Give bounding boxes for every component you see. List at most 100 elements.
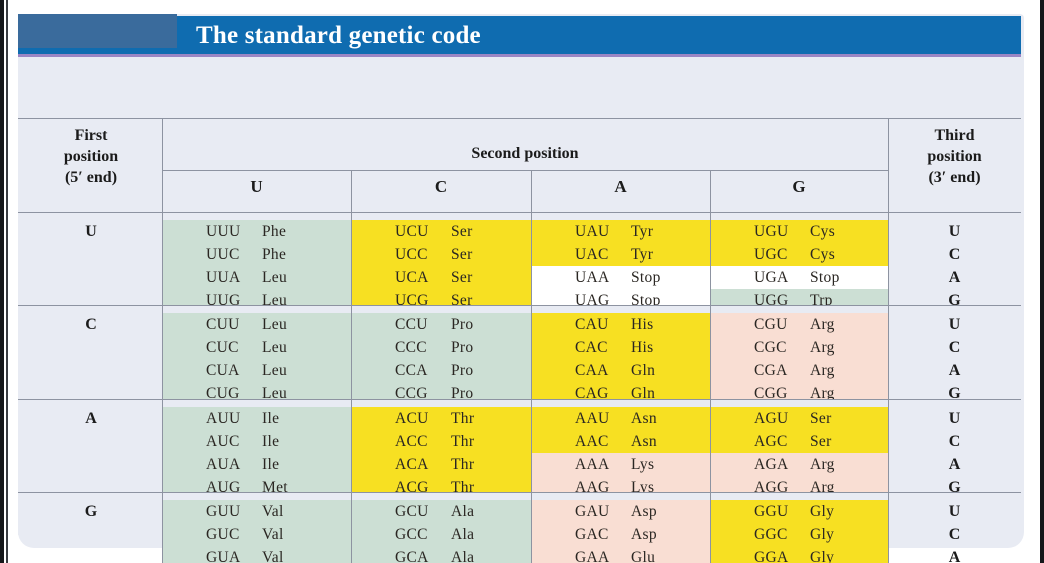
codon-cell-GG: GGUGlyGGCGlyGGAGlyGGGGly	[710, 493, 888, 563]
codon-GGU: GGU	[754, 503, 789, 520]
codon-row-UCA: UCA Ser	[351, 266, 531, 289]
third-position-U-A: A	[948, 269, 961, 286]
codon-row-UGG: UGG Trp	[710, 289, 888, 305]
amino-acid-CGA: Arg	[810, 362, 835, 379]
amino-acid-UCU: Ser	[451, 223, 473, 240]
amino-acid-AGU: Ser	[810, 410, 832, 427]
codon-row-GUC: GUC Val	[162, 523, 351, 546]
third-position-G-C: C	[948, 526, 961, 543]
amino-acid-GUU: Val	[262, 503, 284, 520]
codon-AUG: AUG	[206, 479, 241, 492]
amino-acid-CUC: Leu	[262, 339, 287, 356]
codon-cell-CG: CGU Arg CGC Arg CGA Arg CGG Arg	[710, 306, 888, 399]
codon-GAA: GAA	[575, 549, 610, 563]
amino-acid-GUA: Val	[262, 549, 284, 563]
codon-row-UAG: UAG Stop	[531, 289, 710, 305]
amino-acid-UCA: Ser	[451, 269, 473, 286]
amino-acid-UAG: Stop	[631, 292, 661, 305]
amino-acid-UGU: Cys	[810, 223, 836, 240]
codon-row-CUG: CUG Leu	[162, 382, 351, 399]
codon-GAU: GAU	[575, 503, 610, 520]
codon-GCA: GCA	[395, 549, 429, 563]
codon-UUA: UUA	[206, 269, 241, 286]
codon-row-CUU: CUU Leu	[162, 313, 351, 336]
codon-row-CCU: CCU Pro	[351, 313, 531, 336]
codon-UUU: UUU	[206, 223, 241, 240]
codon-row-GCC: GCC Ala	[351, 523, 531, 546]
scan-edge-right	[1040, 0, 1044, 563]
codon-row-CAG: CAG Gln	[531, 382, 710, 399]
amino-acid-GCA: Ala	[451, 549, 475, 563]
codon-CUC: CUC	[206, 339, 239, 356]
rule-base-row-bottom	[18, 212, 1021, 213]
vline-base-2	[531, 170, 532, 213]
codon-AAU: AAU	[575, 410, 610, 427]
header-third-position: Third position (3′ end)	[888, 125, 1021, 188]
codon-row-AGG: AGG Arg	[710, 476, 888, 492]
codon-CAC: CAC	[575, 339, 608, 356]
codon-UUG: UUG	[206, 292, 241, 305]
title-banner	[18, 16, 1021, 54]
codon-row-CCG: CCG Pro	[351, 382, 531, 399]
codon-row-UCC: UCC Ser	[351, 243, 531, 266]
amino-acid-CUU: Leu	[262, 316, 287, 333]
codon-row-UUA: UUA Leu	[162, 266, 351, 289]
codon-row-UGA: UGA Stop	[710, 266, 888, 289]
first-position-U: U	[85, 223, 97, 240]
amino-acid-AAC: Asn	[631, 433, 657, 450]
codon-CGG: CGG	[754, 385, 788, 399]
codon-UCG: UCG	[395, 292, 429, 305]
amino-acid-CAU: His	[631, 316, 654, 333]
amino-acid-UAC: Tyr	[631, 246, 654, 263]
codon-row-CGG: CGG Arg	[710, 382, 888, 399]
codon-row-AUU: AUU Ile	[162, 407, 351, 430]
codon-CAG: CAG	[575, 385, 609, 399]
codon-GUA: GUA	[206, 549, 241, 563]
vline-base-3	[710, 170, 711, 213]
amino-acid-CUA: Leu	[262, 362, 287, 379]
amino-acid-ACC: Thr	[451, 433, 475, 450]
codon-row-AAU: AAU Asn	[531, 407, 710, 430]
codon-cell-GU: GUUValGUCValGUAValGUGVal	[162, 493, 351, 563]
amino-acid-AGA: Arg	[810, 456, 835, 473]
codon-row-GAA: GAA Glu	[531, 546, 710, 563]
third-position-C-U: U	[948, 316, 961, 333]
amino-acid-CGU: Arg	[810, 316, 835, 333]
vline-body-3	[710, 213, 711, 563]
codon-ACA: ACA	[395, 456, 429, 473]
amino-acid-GCC: Ala	[451, 526, 475, 543]
codon-UAG: UAG	[575, 292, 610, 305]
codon-row-GGA: GGA Gly	[710, 546, 888, 563]
codon-UAA: UAA	[575, 269, 610, 286]
amino-acid-ACG: Thr	[451, 479, 475, 492]
codon-row-CGC: CGC Arg	[710, 336, 888, 359]
codon-UGC: UGC	[754, 246, 788, 263]
codon-CCG: CCG	[395, 385, 428, 399]
codon-cell-AA: AAU Asn AAC Asn AAA Lys AAG Lys	[531, 400, 710, 492]
third-position-C-G: G	[948, 385, 961, 402]
codon-row-UGC: UGC Cys	[710, 243, 888, 266]
amino-acid-AGG: Arg	[810, 479, 835, 492]
third-position-A-G: G	[948, 479, 961, 496]
third-position-G-A: A	[948, 549, 961, 563]
codon-row-CAU: CAU His	[531, 313, 710, 336]
codon-row-CAA: CAA Gln	[531, 359, 710, 382]
codon-cell-UA: UAU Tyr UAC Tyr UAA Stop UAG Stop	[531, 213, 710, 305]
amino-acid-AUA: Ile	[262, 456, 280, 473]
codon-CCA: CCA	[395, 362, 428, 379]
codon-GCC: GCC	[395, 526, 428, 543]
codon-AGA: AGA	[754, 456, 789, 473]
codon-row-ACU: ACU Thr	[351, 407, 531, 430]
codon-row-CGA: CGA Arg	[710, 359, 888, 382]
codon-row-AUC: AUC Ile	[162, 430, 351, 453]
codon-cell-GC: GCUAlaGCCAlaGCAAlaGCGAla	[351, 493, 531, 563]
amino-acid-UGC: Cys	[810, 246, 836, 263]
codon-cell-AG: AGU Ser AGC Ser AGA Arg AGG Arg	[710, 400, 888, 492]
codon-row-GUU: GUU Val	[162, 500, 351, 523]
header-third-position-line-2: (3′ end)	[928, 169, 981, 186]
header-second-base-A: A	[614, 177, 627, 196]
amino-acid-GAC: Asp	[631, 526, 657, 543]
amino-acid-CAG: Gln	[631, 385, 656, 399]
codon-row-AAG: AAG Lys	[531, 476, 710, 492]
amino-acid-ACU: Thr	[451, 410, 475, 427]
